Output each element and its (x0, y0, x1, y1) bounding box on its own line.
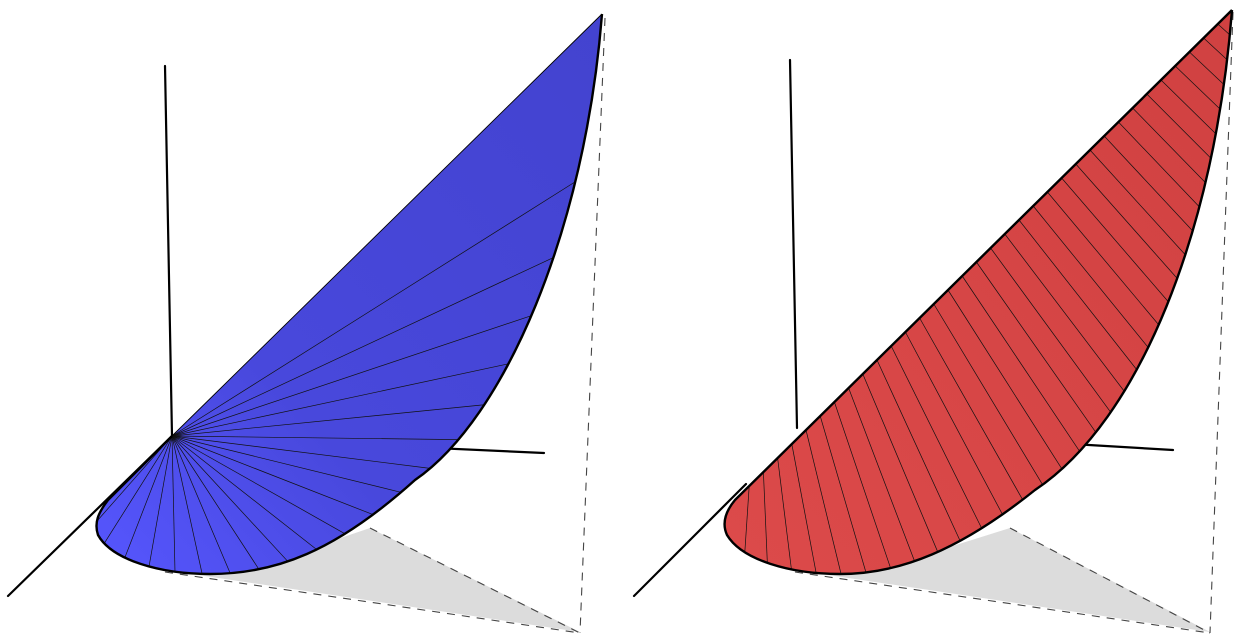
right-ruling-line (933, 303, 1043, 485)
left-dashed-line (164, 571, 581, 634)
right-ruling-line (1047, 191, 1159, 325)
left-dashed-line (579, 17, 606, 634)
right-ruling-line (1103, 135, 1193, 232)
left-ruling-line (171, 363, 509, 437)
left-ruling-line (171, 435, 402, 493)
left-boundary-curve (95, 13, 604, 576)
right-ruling-line (961, 275, 1080, 452)
left-ruling-line (171, 315, 532, 437)
left-ruling-line (148, 435, 173, 567)
right-ruling-line (990, 247, 1111, 413)
left-ruling-line (171, 435, 289, 562)
right-ruling-line (919, 317, 1023, 500)
right-ruling-line (1174, 65, 1221, 110)
right-dashed-line (1209, 11, 1234, 634)
right-ruling-line (791, 443, 817, 573)
right-ruling-line (1032, 205, 1149, 348)
right-ruling-line (1118, 121, 1200, 208)
left-panel (6, 13, 606, 634)
right-dashed-guides (794, 11, 1234, 634)
left-ruling-line (171, 435, 176, 572)
right-ruling-line (1061, 177, 1169, 302)
right-ruling-line (976, 261, 1097, 433)
left-ruling-line (124, 435, 173, 558)
right-ruling-line (1160, 79, 1217, 135)
right-ruling-line (848, 387, 915, 562)
right-ruling-line (744, 485, 750, 553)
right-ruling-line (1203, 37, 1228, 60)
right-boundary-curve (723, 9, 1234, 576)
right-ruling-line (1146, 93, 1212, 159)
left-ruling-line (171, 435, 203, 574)
right-ruling-line (777, 457, 792, 570)
right-dashed-line (794, 571, 1211, 634)
left-ruling-line (171, 435, 431, 469)
right-ruling-line (763, 471, 768, 563)
right-surface (724, 10, 1232, 574)
right-ruling-line (805, 429, 842, 575)
right-dashed-line (1009, 527, 1211, 634)
right-ruling-line (862, 373, 939, 553)
left-ruling-line (171, 181, 576, 437)
right-shadow-projection (795, 528, 1210, 632)
right-ruling-line (1217, 23, 1231, 36)
right-ruling-line (890, 345, 982, 529)
right-ruling-line (947, 289, 1063, 470)
right-ruling-line (1018, 219, 1137, 370)
right-ruling-line (1189, 51, 1225, 85)
left-ruling-line (171, 435, 374, 515)
right-ruling-line (905, 331, 1003, 515)
left-ruling-line (171, 435, 260, 570)
left-dashed-line (369, 527, 581, 634)
left-ruling-line (171, 435, 231, 574)
left-surface (96, 14, 602, 574)
right-ruling-line (1089, 149, 1186, 255)
right-ruling-line (1004, 233, 1125, 392)
right-panel (632, 9, 1234, 634)
left-dashed-guides (164, 17, 606, 634)
right-ruling-lines (744, 23, 1231, 575)
left-ruling-line (171, 404, 485, 437)
right-ruling-line (1075, 163, 1178, 279)
left-ruling-line (171, 435, 317, 550)
left-z-axis (163, 64, 174, 438)
right-ruling-line (876, 359, 961, 541)
right-ruling-line (834, 401, 891, 569)
right-x-axis (632, 482, 748, 598)
left-ruling-line (171, 257, 554, 437)
left-ruling-line (171, 435, 459, 440)
right-z-axis (788, 58, 799, 430)
left-ruling-line (171, 435, 346, 535)
right-ruling-line (819, 415, 867, 573)
left-ruling-line (103, 435, 173, 544)
right-ruling-line (1132, 107, 1206, 183)
left-top-edge (171, 13, 603, 437)
